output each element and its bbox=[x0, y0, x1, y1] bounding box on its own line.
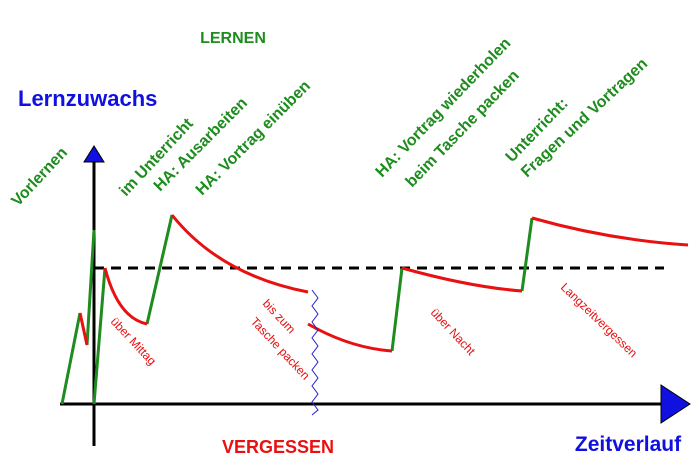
learning-lines bbox=[60, 214, 534, 405]
y-arrow bbox=[83, 145, 105, 163]
footer-title: VERGESSEN bbox=[222, 437, 334, 457]
y-axis-label: Lernzuwachs bbox=[18, 86, 157, 111]
title: LERNEN bbox=[200, 30, 266, 47]
x-arrow bbox=[660, 384, 691, 424]
x-axis-label: Zeitverlauf bbox=[575, 433, 682, 456]
forgetting-curves bbox=[78, 214, 689, 353]
break-marker bbox=[311, 289, 319, 416]
